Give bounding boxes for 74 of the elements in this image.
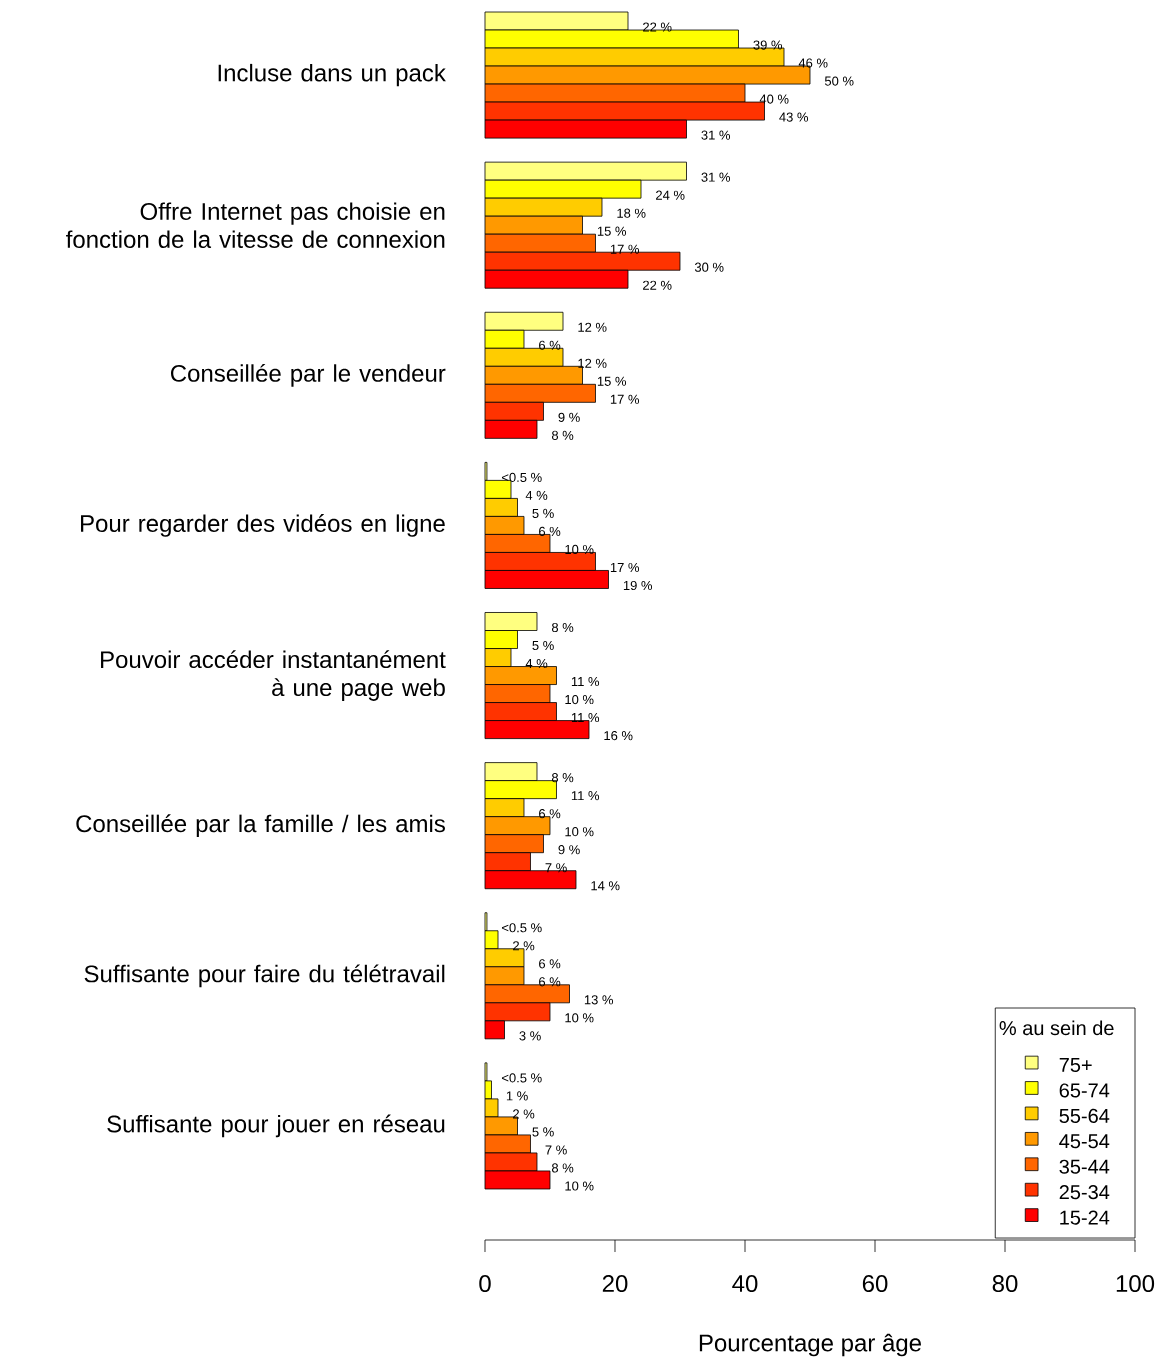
data-label: 22 %	[643, 280, 672, 290]
data-label: <0.5 %	[501, 472, 542, 482]
data-label: 2 %	[513, 1109, 535, 1119]
y-tick-label: Conseillée par la famille / les amis	[76, 814, 445, 838]
legend-label: 45-54	[1059, 1134, 1110, 1149]
x-tick-label: 40	[732, 1275, 758, 1293]
data-label: 46 %	[798, 58, 828, 68]
data-label: 8 %	[551, 1163, 574, 1173]
data-label: 5 %	[532, 640, 554, 651]
data-label: 12 %	[578, 358, 607, 368]
data-label: 9 %	[558, 412, 580, 422]
x-tick-label: 0	[479, 1275, 491, 1293]
data-label: 10 %	[565, 694, 594, 705]
data-label: 6 %	[539, 959, 561, 969]
data-label: 5 %	[532, 508, 554, 518]
data-label: 13 %	[584, 995, 614, 1005]
y-tick-label: Offre Internet pas choisie en fonction de la vitesse de connexion	[66, 202, 445, 248]
data-label: 14 %	[591, 881, 620, 891]
y-tick-label: Suffisante pour jouer en réseau	[107, 1114, 445, 1138]
y-tick-label: Incluse dans un pack	[218, 63, 446, 87]
legend-label: 25-34	[1059, 1185, 1110, 1200]
data-label: 5 %	[532, 1127, 554, 1137]
data-label: 6 %	[539, 526, 561, 537]
data-label: 30 %	[694, 262, 724, 272]
data-label: 22 %	[643, 22, 672, 32]
data-label: 4 %	[525, 659, 548, 669]
data-label: 10 %	[565, 1013, 594, 1023]
data-label: 3 %	[519, 1031, 541, 1041]
data-label: 1 %	[506, 1091, 528, 1101]
data-label: 50 %	[824, 76, 854, 86]
data-label: 11 %	[571, 677, 600, 687]
data-label: 17 %	[610, 394, 640, 404]
data-label: <0.5 %	[501, 923, 542, 933]
data-label: 8 %	[551, 430, 574, 440]
data-label: 17 %	[610, 562, 640, 572]
data-label: 8 %	[551, 622, 574, 633]
x-axis-title: Pourcentage par âge	[699, 1333, 921, 1357]
data-label: 4 %	[525, 490, 548, 500]
legend-label: 75+	[1059, 1058, 1092, 1073]
data-label: 15 %	[597, 376, 627, 386]
data-label: 24 %	[656, 190, 685, 200]
data-label: 7 %	[545, 1145, 567, 1155]
data-label: 11 %	[571, 791, 600, 801]
data-label: 11 %	[571, 713, 600, 723]
data-label: 10 %	[565, 544, 594, 555]
data-label: 31 %	[701, 130, 731, 140]
data-label: 17 %	[610, 244, 640, 254]
data-label: 6 %	[539, 340, 561, 350]
legend-label: 35-44	[1059, 1159, 1110, 1174]
data-label: 10 %	[565, 827, 594, 837]
legend-label: 65-74	[1059, 1083, 1110, 1098]
y-tick-label: Pour regarder des vidéos en ligne	[81, 514, 445, 537]
y-tick-label: Pouvoir accéder instantanément à une page web	[101, 650, 446, 701]
x-tick-label: 80	[992, 1275, 1018, 1293]
data-label: 18 %	[617, 208, 646, 218]
data-label: 31 %	[701, 172, 731, 182]
data-label: 10 %	[565, 1181, 594, 1191]
legend-title: % au sein de	[999, 1020, 1114, 1036]
data-label: 19 %	[623, 580, 653, 591]
y-tick-label: Suffisante pour faire du télétravail	[84, 964, 445, 988]
data-label: 40 %	[759, 94, 789, 104]
data-label: <0.5 %	[501, 1073, 542, 1083]
x-tick-label: 100	[1116, 1275, 1155, 1293]
data-label: 12 %	[578, 322, 607, 332]
data-label: 15 %	[597, 226, 627, 236]
legend-label: 15-24	[1060, 1210, 1110, 1225]
x-tick-label: 20	[602, 1275, 628, 1293]
y-tick-label: Conseillée par le vendeur	[170, 363, 446, 387]
legend-label: 55-64	[1059, 1108, 1110, 1123]
data-label: 39 %	[753, 40, 783, 50]
data-label: 43 %	[779, 112, 809, 122]
data-label: 16 %	[604, 731, 633, 741]
data-label: 9 %	[558, 845, 580, 855]
x-tick-label: 60	[862, 1275, 888, 1293]
